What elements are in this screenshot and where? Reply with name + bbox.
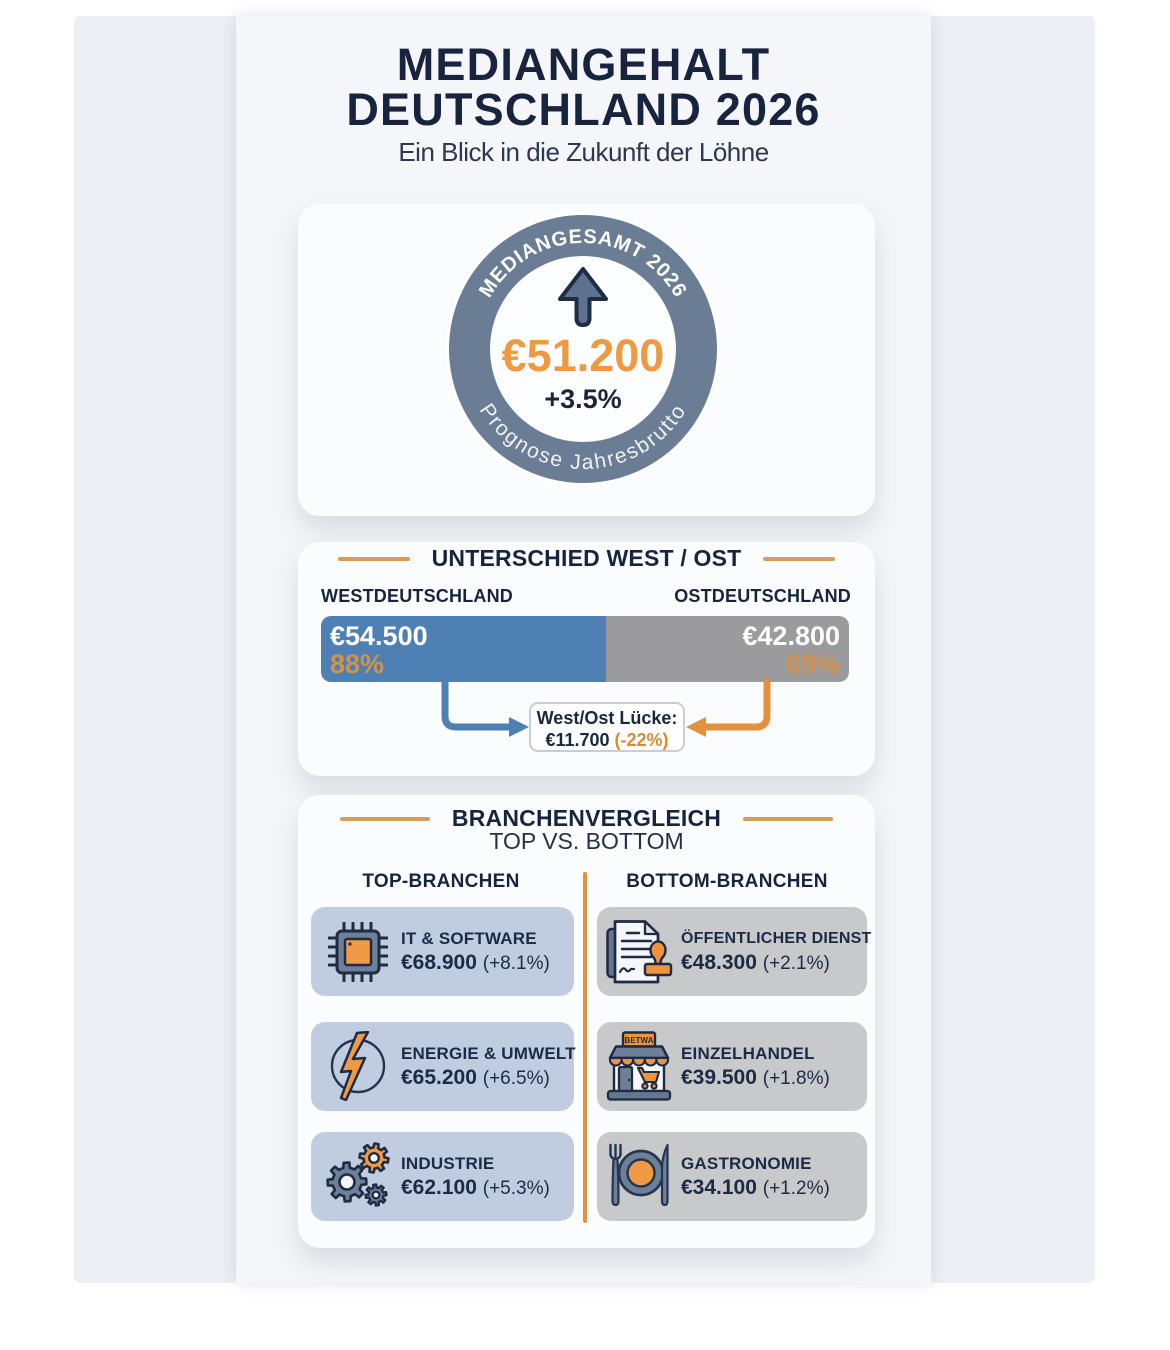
svg-text:+3.5%: +3.5% bbox=[544, 384, 621, 414]
svg-text:BETWA: BETWA bbox=[625, 1036, 654, 1045]
svg-text:€51.200: €51.200 bbox=[502, 330, 665, 381]
